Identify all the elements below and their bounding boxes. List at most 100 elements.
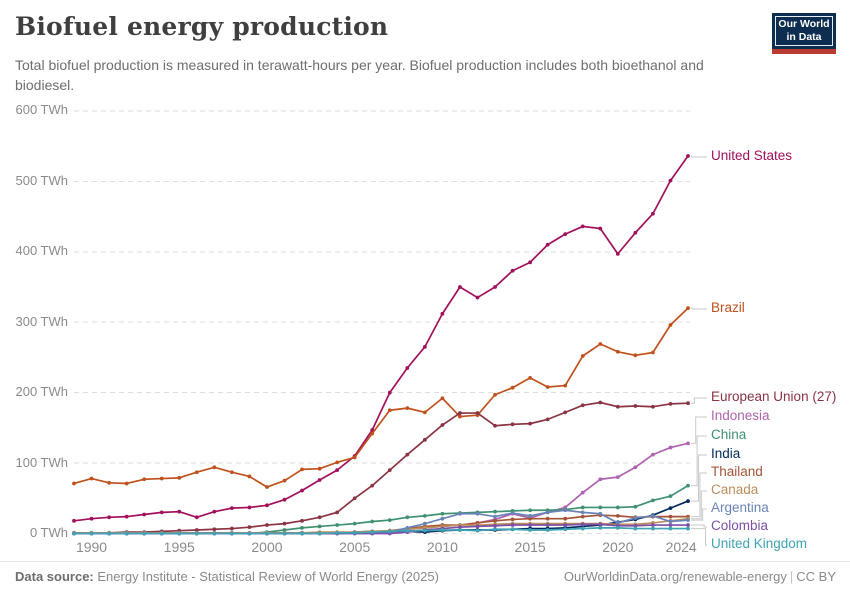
data-point-united-kingdom-1989[interactable] [72, 531, 76, 536]
data-point-united-states-1998[interactable] [229, 506, 234, 511]
data-point-brazil-2009[interactable] [422, 410, 427, 415]
data-point-indonesia-2021[interactable] [633, 465, 638, 470]
legend-label-european-union-27[interactable]: European Union (27) [711, 389, 837, 404]
series-united-states[interactable] [72, 154, 690, 523]
owid-link[interactable]: OurWorldinData.org/renewable-energy [563, 569, 787, 584]
data-point-brazil-2016[interactable] [545, 385, 550, 389]
data-point-colombia-2018[interactable] [580, 522, 585, 527]
data-point-united-states-2007[interactable] [387, 390, 392, 395]
data-point-united-states-1992[interactable] [124, 514, 129, 519]
data-point-china-2015[interactable] [528, 508, 533, 513]
data-point-brazil-2001[interactable] [282, 478, 287, 483]
legend-label-united-states[interactable]: United States [711, 148, 793, 163]
data-point-thailand-2017[interactable] [563, 516, 568, 521]
data-point-argentina-2019[interactable] [598, 511, 603, 516]
data-point-united-kingdom-2024[interactable] [686, 526, 690, 531]
data-point-european-union-27-2024[interactable] [686, 401, 690, 406]
legend-label-united-kingdom[interactable]: United Kingdom [711, 536, 808, 551]
data-point-argentina-2023[interactable] [668, 519, 673, 524]
legend-label-canada[interactable]: Canada [711, 482, 759, 497]
data-point-argentina-2024[interactable] [686, 518, 690, 523]
data-point-brazil-1993[interactable] [142, 477, 147, 482]
data-point-united-states-1990[interactable] [89, 516, 94, 521]
data-point-china-2021[interactable] [633, 504, 638, 509]
data-point-united-kingdom-2014[interactable] [510, 527, 515, 532]
data-point-brazil-2018[interactable] [580, 354, 585, 358]
data-point-united-states-2002[interactable] [300, 488, 304, 493]
data-point-colombia-2024[interactable] [686, 523, 690, 527]
series-line-united-states[interactable] [73, 155, 689, 522]
data-point-european-union-27-2001[interactable] [282, 521, 287, 526]
series-line-brazil[interactable] [73, 307, 689, 488]
data-point-brazil-2006[interactable] [370, 431, 375, 436]
data-point-european-union-27-2015[interactable] [528, 421, 533, 426]
data-point-brazil-2020[interactable] [615, 349, 620, 354]
data-point-china-2018[interactable] [580, 505, 585, 510]
data-point-argentina-2012[interactable] [475, 511, 480, 516]
data-point-united-kingdom-2001[interactable] [282, 531, 287, 536]
data-point-united-kingdom-1994[interactable] [159, 531, 164, 536]
data-point-indonesia-2023[interactable] [668, 445, 673, 450]
data-point-argentina-2017[interactable] [563, 508, 568, 513]
data-point-european-union-27-2016[interactable] [545, 417, 550, 422]
data-point-china-2019[interactable] [598, 505, 603, 510]
data-point-thailand-2015[interactable] [528, 516, 533, 521]
data-point-argentina-2014[interactable] [510, 511, 515, 515]
data-point-united-kingdom-2019[interactable] [598, 525, 603, 530]
series-line-argentina[interactable] [73, 509, 689, 535]
data-point-united-kingdom-2013[interactable] [493, 527, 497, 532]
data-point-colombia-2015[interactable] [528, 523, 533, 527]
data-point-united-states-2010[interactable] [440, 311, 445, 316]
data-point-china-2010[interactable] [440, 511, 445, 516]
legend-label-brazil[interactable]: Brazil [711, 300, 745, 315]
data-point-european-union-27-2009[interactable] [422, 437, 427, 442]
data-point-united-states-2019[interactable] [598, 226, 603, 231]
data-point-united-states-2000[interactable] [265, 503, 269, 508]
data-point-united-states-1997[interactable] [212, 509, 217, 514]
data-point-united-kingdom-1991[interactable] [107, 531, 111, 536]
data-point-united-kingdom-2005[interactable] [352, 530, 357, 535]
data-point-indonesia-2022[interactable] [651, 452, 655, 457]
data-point-thailand-2020[interactable] [615, 513, 620, 518]
data-point-colombia-2012[interactable] [475, 524, 480, 529]
data-point-colombia-2011[interactable] [458, 525, 462, 530]
data-point-united-kingdom-1999[interactable] [247, 531, 252, 536]
data-point-european-union-27-2011[interactable] [458, 411, 462, 415]
data-point-brazil-1995[interactable] [177, 475, 182, 480]
data-point-brazil-1990[interactable] [89, 476, 94, 481]
data-point-china-2024[interactable] [686, 483, 690, 488]
legend-label-india[interactable]: India [711, 446, 741, 461]
data-point-united-kingdom-2017[interactable] [563, 527, 568, 532]
data-point-united-kingdom-2007[interactable] [387, 529, 392, 534]
data-point-european-union-27-2013[interactable] [493, 423, 497, 428]
data-point-european-union-27-2008[interactable] [405, 452, 410, 457]
owid-logo[interactable]: Our World in Data [772, 13, 836, 54]
series-united-kingdom[interactable] [72, 525, 690, 536]
data-point-brazil-2003[interactable] [317, 466, 322, 471]
data-point-european-union-27-1998[interactable] [229, 526, 234, 531]
series-line-european-union-27[interactable] [73, 401, 689, 534]
legend-label-indonesia[interactable]: Indonesia [711, 408, 770, 423]
data-point-china-2008[interactable] [405, 515, 410, 520]
data-point-brazil-1994[interactable] [159, 476, 164, 481]
data-point-brazil-2005[interactable] [352, 455, 357, 460]
data-point-china-2020[interactable] [615, 505, 620, 510]
data-point-brazil-2022[interactable] [651, 350, 655, 355]
data-point-european-union-27-2017[interactable] [563, 410, 568, 415]
data-point-european-union-27-2010[interactable] [440, 423, 445, 427]
data-point-china-2002[interactable] [300, 525, 304, 530]
legend-label-argentina[interactable]: Argentina [711, 500, 769, 515]
data-point-china-2009[interactable] [422, 513, 427, 518]
data-point-argentina-2008[interactable] [405, 525, 410, 530]
data-point-brazil-2000[interactable] [265, 485, 269, 489]
data-point-united-kingdom-1997[interactable] [212, 531, 217, 536]
data-point-european-union-27-1996[interactable] [194, 528, 199, 532]
data-point-colombia-2017[interactable] [563, 523, 568, 527]
data-point-brazil-2019[interactable] [598, 342, 603, 346]
data-point-indonesia-2020[interactable] [615, 475, 620, 480]
data-point-china-2022[interactable] [651, 498, 655, 503]
data-point-united-states-2003[interactable] [317, 478, 322, 482]
data-point-china-2006[interactable] [370, 519, 375, 524]
data-point-united-kingdom-1998[interactable] [229, 531, 234, 536]
data-point-united-kingdom-2011[interactable] [458, 528, 462, 532]
